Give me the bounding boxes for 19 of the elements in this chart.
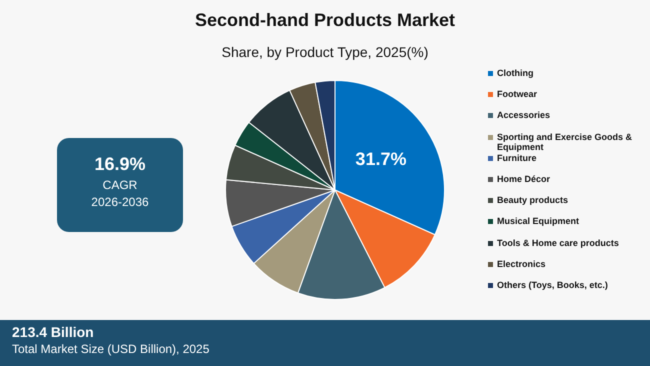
text: Total Market Size (USD Billion), 2025 bbox=[12, 342, 210, 356]
legend-label: Footwear bbox=[497, 89, 538, 100]
legend-label: Clothing bbox=[497, 68, 534, 78]
legend-label: Home Décor bbox=[497, 174, 550, 184]
data-label: 31.7% bbox=[355, 149, 406, 170]
text: 2026-2036 bbox=[90, 195, 150, 209]
text: 213.4 Billion bbox=[12, 324, 94, 340]
legend-label: Tools & Home care products bbox=[497, 238, 619, 248]
legend-label: Sporting and Exercise Goods & Equipment bbox=[497, 132, 634, 152]
legend-label: Furniture bbox=[497, 152, 536, 163]
chart-subtitle: Share, by Product Type, 2025(%) bbox=[220, 44, 430, 60]
text: CAGR bbox=[102, 178, 138, 192]
legend-label: Electronics bbox=[497, 258, 546, 269]
legend-label: Beauty products bbox=[497, 195, 568, 206]
legend-label: Others (Toys, Books, etc.) bbox=[497, 280, 608, 290]
text: 16.9% bbox=[93, 154, 147, 175]
chart-title: Second-hand Products Market bbox=[194, 10, 456, 31]
legend-label: Accessories bbox=[497, 110, 550, 120]
legend-label: Musical Equipment bbox=[497, 216, 580, 226]
